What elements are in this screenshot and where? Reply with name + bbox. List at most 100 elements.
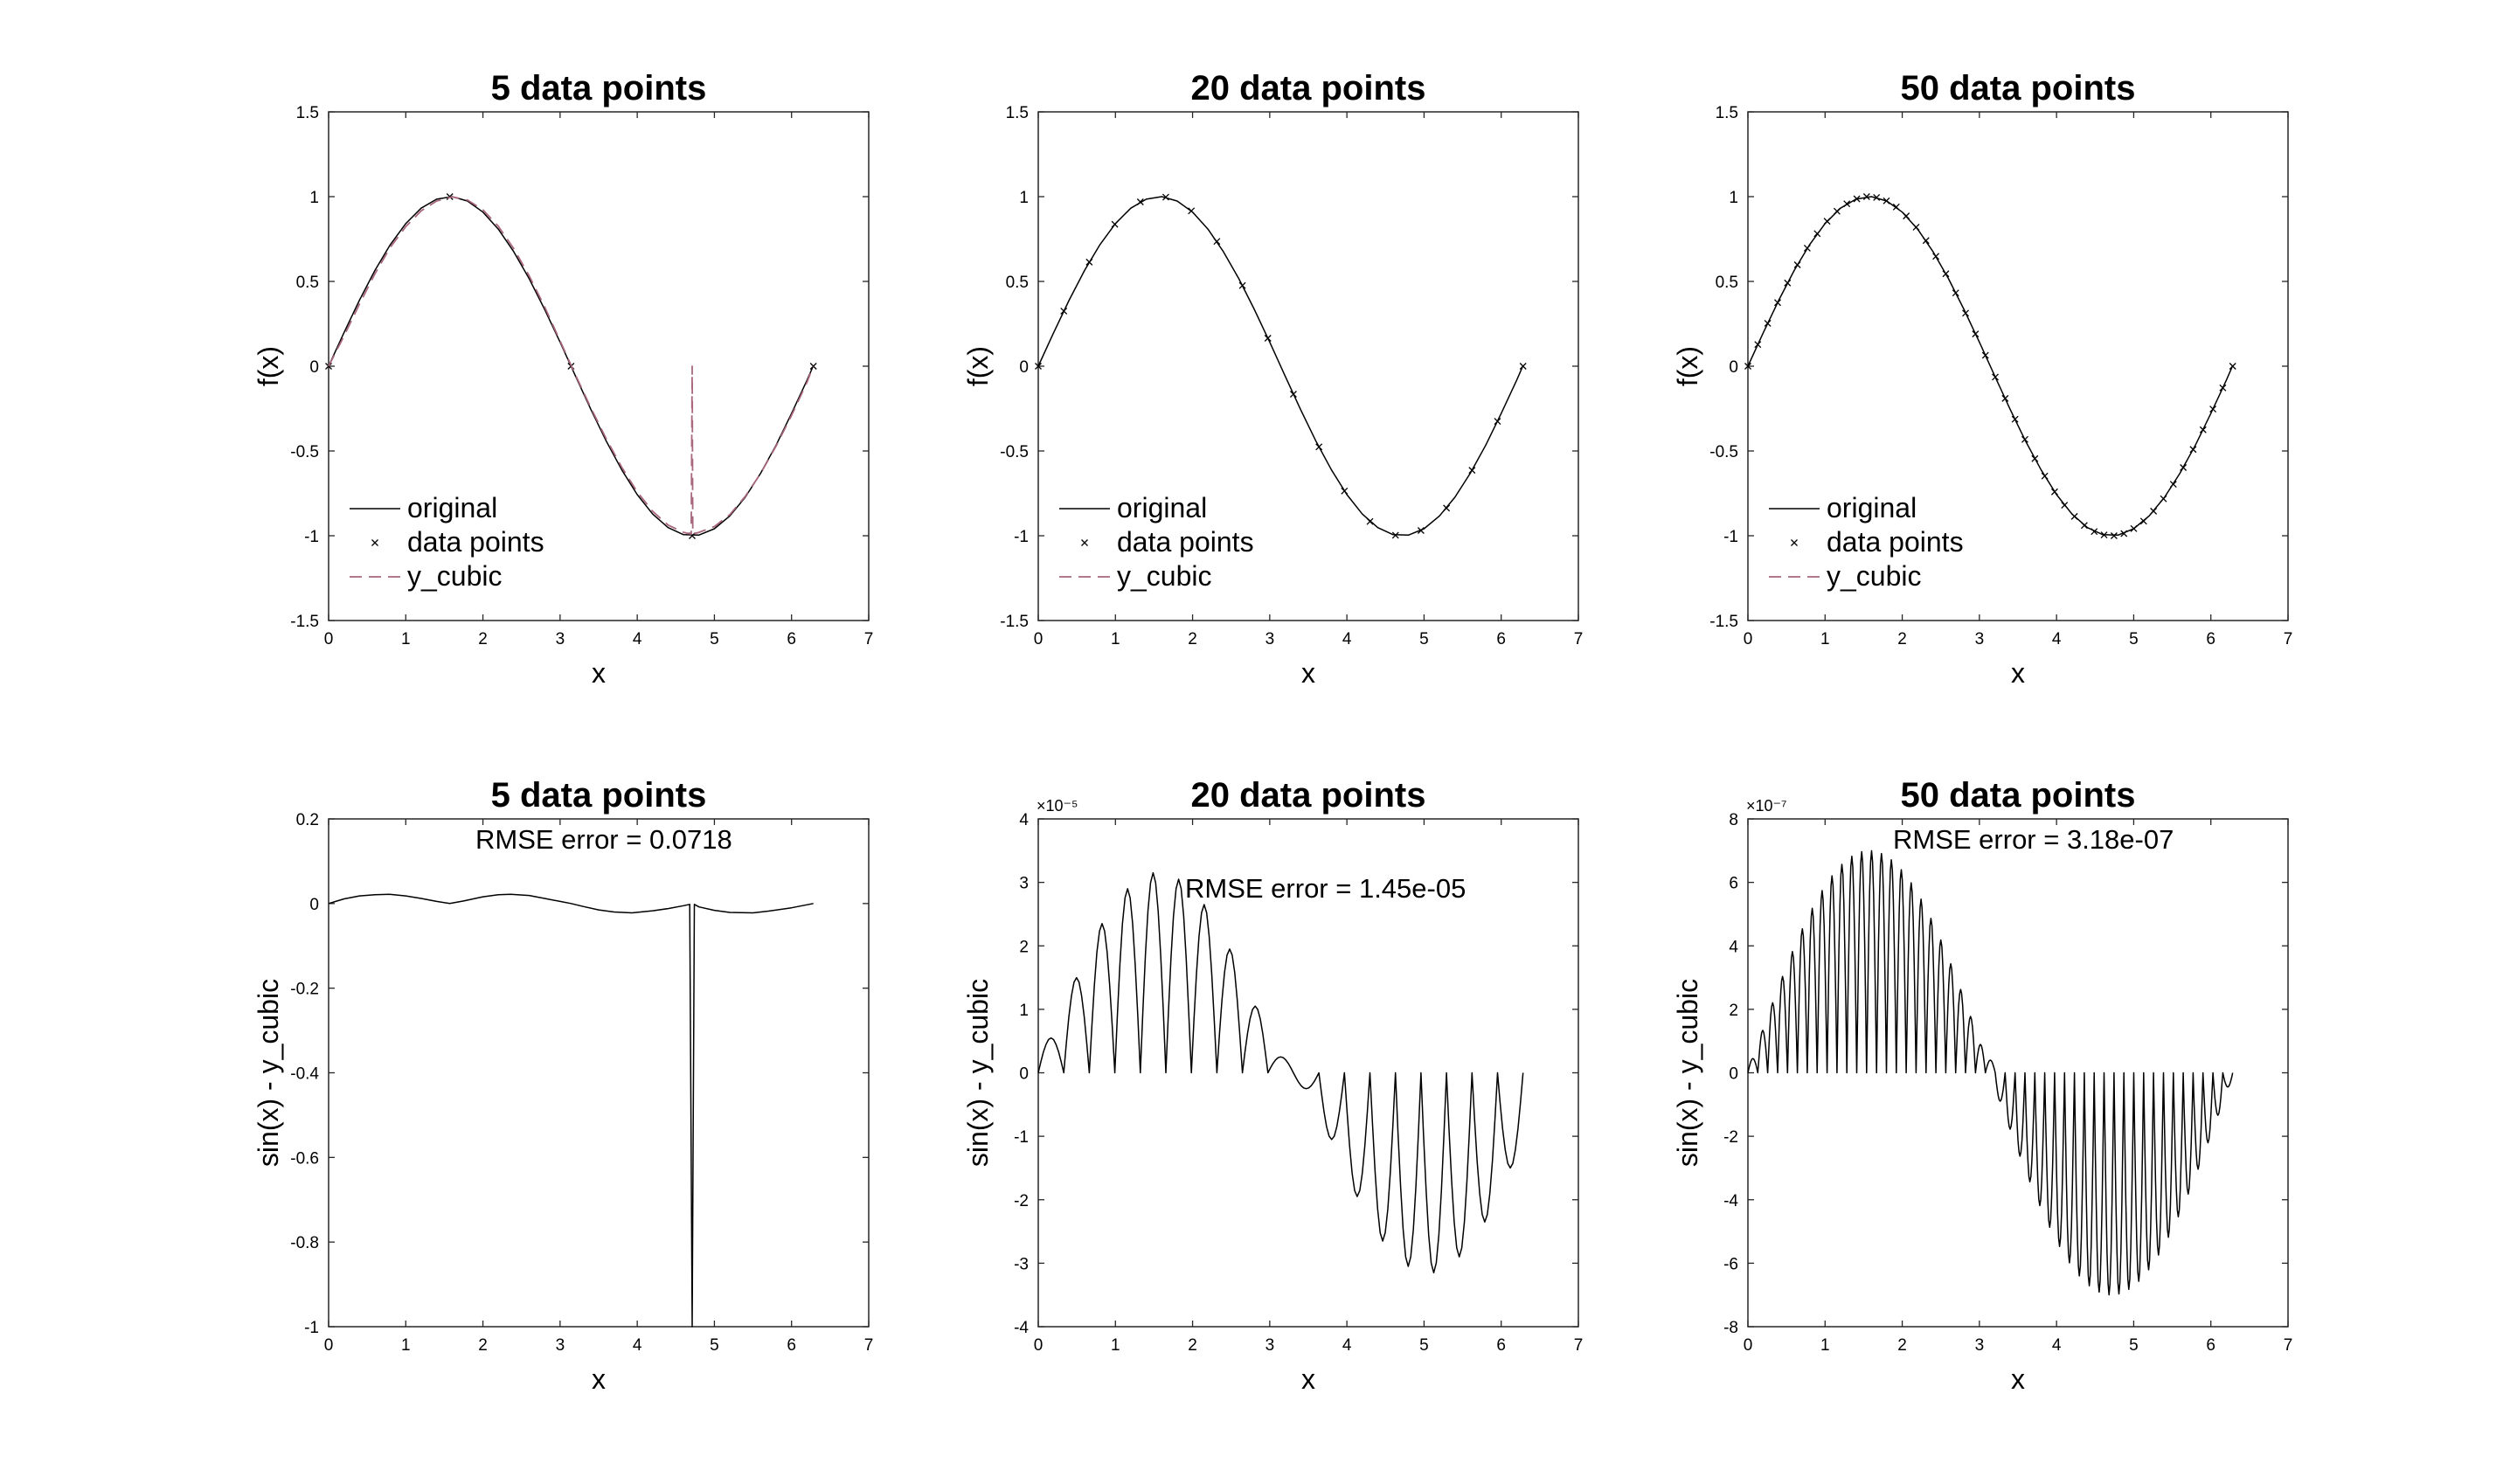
data-point-marker xyxy=(1264,335,1272,342)
data-point-marker xyxy=(1992,373,1999,381)
x-axis-label: x xyxy=(592,1363,606,1395)
x-axis-label: x xyxy=(1301,657,1315,689)
x-tick-label: 1 xyxy=(1820,630,1830,648)
data-point-marker xyxy=(1892,203,1900,211)
y-tick-label: -0.6 xyxy=(290,1149,319,1168)
y-tick-label: 3 xyxy=(1019,875,1029,893)
data-point-marker xyxy=(1188,207,1196,215)
y-tick-label: 1 xyxy=(1729,189,1738,207)
data-point-marker xyxy=(1290,391,1297,398)
series-line-error xyxy=(1037,871,1524,1274)
data-point-marker xyxy=(2011,415,2019,423)
chart-title: 5 data points xyxy=(491,776,707,815)
y-tick-label: 0 xyxy=(1729,358,1738,377)
data-point-marker xyxy=(1962,309,1970,317)
data-point-marker xyxy=(1494,418,1501,426)
legend-entry-data-points-swatch xyxy=(1791,539,1798,546)
x-axis-label: x xyxy=(1301,1363,1315,1395)
x-tick-label: 4 xyxy=(2052,630,2062,648)
y-tick-label: 4 xyxy=(1729,938,1738,956)
y-tick-label: -1 xyxy=(1014,1128,1029,1147)
y-tick-label: -4 xyxy=(1723,1192,1738,1210)
data-point-marker xyxy=(1823,218,1831,225)
x-tick-label: 7 xyxy=(1574,1336,1584,1355)
y-tick-label: -0.8 xyxy=(290,1234,319,1252)
data-point-marker xyxy=(1883,197,1890,205)
data-point-marker xyxy=(2031,454,2039,462)
data-point-marker xyxy=(1803,245,1811,252)
chart-title: 20 data points xyxy=(1191,69,1426,107)
data-point-marker xyxy=(1085,258,1093,266)
chart-title: 50 data points xyxy=(1901,69,2136,107)
x-tick-label: 4 xyxy=(2052,1336,2062,1355)
x-tick-label: 0 xyxy=(324,1336,334,1355)
data-point-marker xyxy=(2199,426,2207,433)
data-point-marker xyxy=(1035,363,1042,370)
data-point-marker xyxy=(2050,488,2058,496)
data-point-marker xyxy=(1060,307,1068,315)
data-point-marker xyxy=(1853,195,1861,203)
data-point-marker xyxy=(2229,363,2236,370)
x-tick-label: 6 xyxy=(787,1336,796,1355)
y-tick-label: 2 xyxy=(1729,1002,1738,1020)
data-point-marker xyxy=(1744,363,1751,370)
y-tick-label: 1.5 xyxy=(296,104,319,122)
x-axis-label: x xyxy=(2011,1363,2025,1395)
data-point-marker xyxy=(2180,464,2188,471)
data-point-marker xyxy=(1213,238,1221,246)
legend-entry-y-cubic-label: y_cubic xyxy=(1117,560,1212,592)
y-axis-label: f(x) xyxy=(253,346,284,386)
data-point-marker xyxy=(1417,527,1425,534)
y-tick-label: 0 xyxy=(1019,1065,1029,1084)
y-tick-label: -2 xyxy=(1723,1128,1738,1147)
y-tick-label: -1 xyxy=(1723,528,1738,546)
plot-p3: 0 1 2 3 4 5 6 7 -1.5 -1 -0.5 0 0.5 1 1.5 50 data points… xyxy=(1672,69,2292,689)
y-tick-label: -8 xyxy=(1723,1319,1738,1337)
x-tick-label: 0 xyxy=(1034,630,1044,648)
data-point-marker xyxy=(1932,253,1940,260)
y-tick-label: 0.2 xyxy=(296,811,319,829)
data-point-marker xyxy=(1903,212,1910,220)
plot-p6: 0 1 2 3 4 5 6 7 -8 -6 -4 -2 0 2 4 6 8 50 data points x sin(… xyxy=(1672,776,2292,1395)
x-tick-label: 6 xyxy=(1496,630,1506,648)
x-tick-label: 1 xyxy=(401,1336,411,1355)
data-point-marker xyxy=(2169,481,2177,488)
y-tick-label: -2 xyxy=(1014,1192,1029,1210)
x-tick-label: 2 xyxy=(1897,630,1907,648)
x-tick-label: 4 xyxy=(633,1336,642,1355)
rmse-annotation: RMSE error = 3.18e-07 xyxy=(1893,824,2174,855)
data-point-marker xyxy=(1238,281,1246,289)
y-tick-label: 1.5 xyxy=(1006,104,1029,122)
x-tick-label: 6 xyxy=(2206,630,2215,648)
series-line-original xyxy=(328,196,815,536)
x-tick-label: 7 xyxy=(2284,1336,2293,1355)
y-tick-label: 1 xyxy=(309,189,319,207)
data-point-marker xyxy=(1843,200,1851,208)
y-tick-label: -1.5 xyxy=(1000,613,1029,631)
series-line-error xyxy=(328,893,814,1328)
x-tick-label: 2 xyxy=(478,1336,488,1355)
x-tick-label: 7 xyxy=(864,630,874,648)
data-point-marker xyxy=(2061,502,2069,510)
y-tick-label: -3 xyxy=(1014,1255,1029,1273)
x-tick-label: 5 xyxy=(1419,1336,1429,1355)
data-point-marker xyxy=(2139,517,2147,525)
x-tick-label: 1 xyxy=(1111,1336,1120,1355)
y-tick-label: -1 xyxy=(1014,528,1029,546)
x-tick-label: 3 xyxy=(1265,1336,1275,1355)
data-point-marker xyxy=(2110,532,2118,539)
y-tick-label: -0.5 xyxy=(1000,443,1029,461)
y-tick-label: -1.5 xyxy=(1709,613,1738,631)
x-tick-label: 6 xyxy=(787,630,796,648)
y-tick-label: 4 xyxy=(1019,811,1029,829)
x-tick-label: 0 xyxy=(1034,1336,1044,1355)
data-point-marker xyxy=(1981,351,1989,359)
y-tick-label: 2 xyxy=(1019,938,1029,956)
y-axis-label: sin(x) - y_cubic xyxy=(253,979,284,1167)
plot-p1: 0 1 2 3 4 5 6 7 -1.5 -1 -0.5 0 0.5 1 1.5 5 data points x… xyxy=(253,69,873,689)
y-tick-label: 1 xyxy=(1019,189,1029,207)
legend-entry-original-label: original xyxy=(407,492,497,524)
data-point-marker xyxy=(1136,198,1144,205)
data-point-marker xyxy=(1912,223,1920,231)
legend-entry-y-cubic-label: y_cubic xyxy=(1827,560,1922,592)
